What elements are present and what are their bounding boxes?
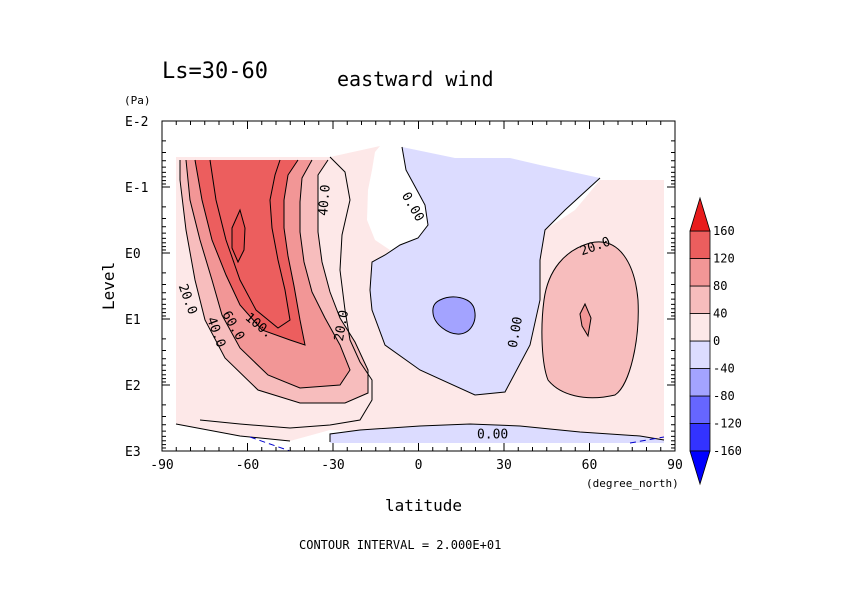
y-axis-label: Level [99, 262, 118, 310]
x-tick-label: -90 [150, 458, 173, 473]
contour-lines [175, 146, 665, 442]
y-tick-labels: E-2 E-1 E0 E1 E2 E3 [125, 115, 148, 460]
chart-subtitle: Ls=30-60 [162, 59, 268, 84]
axis-ticks [161, 120, 676, 452]
colorbar-tick-label: -80 [713, 389, 735, 403]
colorbar-swatch [689, 258, 711, 287]
y-tick-label: E-1 [125, 181, 148, 196]
colorbar-tick-label: -40 [713, 362, 735, 376]
x-tick-label: 60 [582, 458, 598, 473]
colorbar-swatch [689, 285, 711, 314]
y-tick-label: E0 [125, 247, 141, 262]
jet-core [232, 210, 245, 262]
colorbar-swatch [689, 340, 711, 369]
colorbar-tick-label: -160 [713, 444, 742, 458]
y-tick-label: E1 [125, 313, 141, 328]
contour-label: 0.00 [477, 428, 508, 443]
x-tick-labels: -90 -60 -30 0 30 60 90 [150, 458, 683, 473]
negative-wind-core [432, 296, 476, 335]
colorbar-swatch [689, 395, 711, 424]
x-tick-label: 90 [667, 458, 683, 473]
colorbar-swatch [689, 423, 711, 452]
colorbar-max-arrow [689, 196, 711, 232]
colorbar-tick-label: -120 [713, 417, 742, 431]
x-axis-label: latitude [385, 496, 462, 515]
y-tick-label: E2 [125, 379, 141, 394]
contour-label-group: 20.0 [332, 309, 352, 342]
contour-interval-note: CONTOUR INTERVAL = 2.000E+01 [299, 538, 501, 552]
contour-label-group: 40.0 [316, 184, 334, 217]
colorbar-min-arrow [689, 450, 711, 486]
colorbar-tick-label: 80 [713, 279, 727, 293]
y-tick-label: E3 [125, 445, 141, 460]
x-units-label: (degree_north) [586, 477, 679, 490]
contour-label-group: 0.00 [477, 428, 508, 443]
x-tick-label: -60 [236, 458, 259, 473]
colorbar: 160 120 80 40 0 -40 -80 -120 -160 [689, 196, 742, 486]
negative-wind-region-upper [370, 147, 600, 395]
colorbar-swatch [689, 230, 711, 259]
colorbar-tick-label: 40 [713, 307, 727, 321]
y-units-label: (Pa) [124, 94, 151, 107]
x-tick-label: 30 [496, 458, 512, 473]
colorbar-tick-label: 0 [713, 334, 720, 348]
colorbar-tick-label: 160 [713, 224, 735, 238]
colorbar-swatch [689, 368, 711, 397]
contour-label-group: 0.00 [506, 316, 526, 349]
negative-wind-region-lower [330, 424, 664, 443]
x-tick-label: -30 [321, 458, 344, 473]
negative-contour-lines [249, 436, 665, 452]
chart-title: eastward wind [337, 67, 494, 91]
jet-band-100 [195, 160, 305, 345]
contour-label: 20.0 [332, 309, 352, 342]
contour-label: 0.00 [506, 316, 526, 349]
x-tick-label: 0 [415, 458, 423, 473]
y-tick-label: E-2 [125, 115, 148, 130]
colorbar-swatch [689, 313, 711, 342]
contour-label: 40.0 [316, 184, 334, 217]
colorbar-tick-label: 120 [713, 252, 735, 266]
